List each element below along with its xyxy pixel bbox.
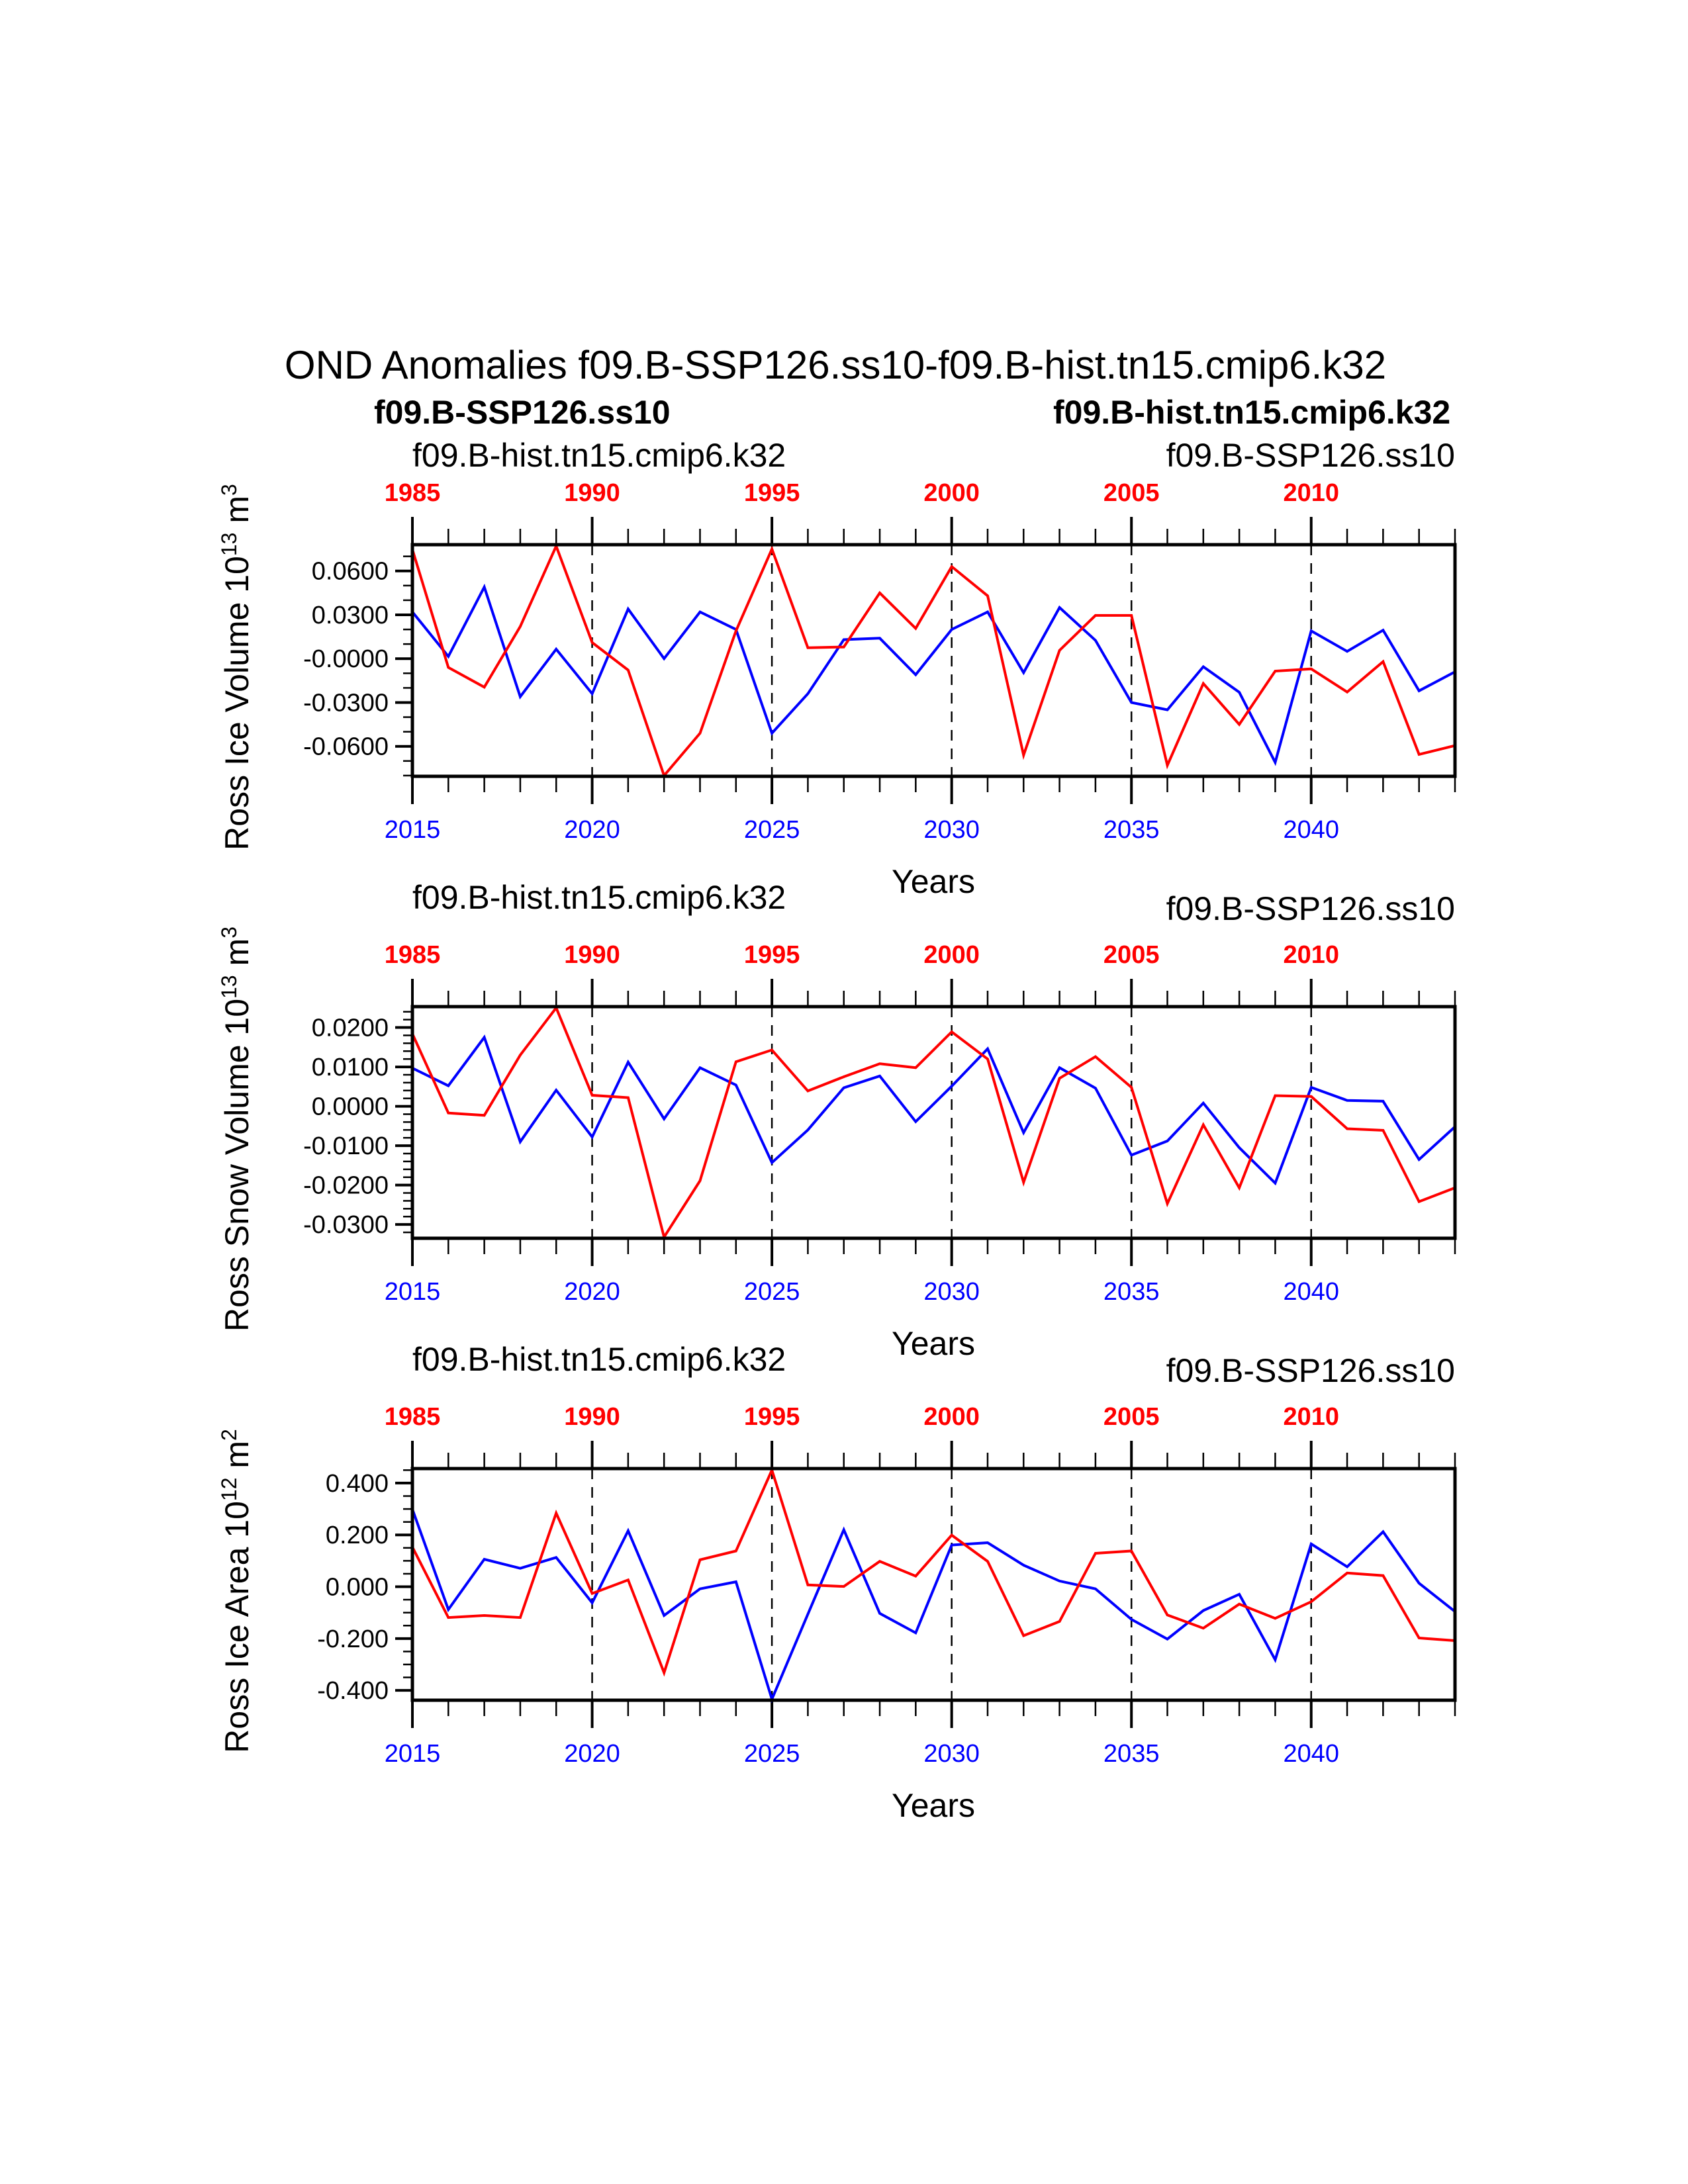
hist-series-label: f09.B-hist.tn15.cmip6.k32 xyxy=(412,1341,786,1378)
bottom-x-tick-label: 2030 xyxy=(923,1278,980,1306)
y-tick-label: 0.0300 xyxy=(312,602,389,629)
y-tick-label: -0.0300 xyxy=(303,689,389,717)
bottom-x-tick-label: 2025 xyxy=(744,816,800,844)
top-x-tick-label: 1990 xyxy=(564,1403,620,1431)
y-axis-title-part: 3 xyxy=(217,484,241,496)
top-x-tick-label: 2005 xyxy=(1103,941,1160,969)
ssp-series-label: f09.B-SSP126.ss10 xyxy=(1166,890,1455,927)
x-axis-title: Years xyxy=(892,863,975,900)
bottom-x-tick-label: 2040 xyxy=(1283,1278,1339,1306)
top-x-tick-label: 2005 xyxy=(1103,1403,1160,1431)
top-x-tick-label: 1995 xyxy=(744,1403,800,1431)
bottom-x-tick-label: 2015 xyxy=(385,816,441,844)
y-axis-title: Ross Ice Volume 1013 m3 xyxy=(217,484,256,850)
top-x-tick-label: 2000 xyxy=(923,941,980,969)
y-axis-title-part: m xyxy=(218,496,256,533)
top-x-tick-label: 1985 xyxy=(385,479,441,507)
bottom-x-tick-label: 2035 xyxy=(1103,1278,1160,1306)
y-tick-label: -0.400 xyxy=(317,1677,389,1705)
hist-series-line xyxy=(411,1005,1456,1241)
top-x-tick-label: 1985 xyxy=(385,941,441,969)
ssp-series-line xyxy=(411,583,1456,766)
bottom-x-tick-label: 2025 xyxy=(744,1278,800,1306)
y-tick-label: 0.000 xyxy=(326,1574,389,1602)
top-x-tick-label: 2010 xyxy=(1283,941,1339,969)
x-axis-title: Years xyxy=(892,1325,975,1362)
top-x-tick-label: 1995 xyxy=(744,941,800,969)
bottom-x-tick-label: 2030 xyxy=(923,816,980,844)
x-axis-title: Years xyxy=(892,1787,975,1824)
ssp-series-label: f09.B-SSP126.ss10 xyxy=(1166,437,1455,474)
hist-bold-label: f09.B-hist.tn15.cmip6.k32 xyxy=(1053,394,1450,431)
panel-1: 0.0600 0.0300 -0.0000 -0.0300 -0.0600 2015 202… xyxy=(217,394,1457,900)
bottom-x-tick-label: 2030 xyxy=(923,1740,980,1768)
top-x-tick-label: 1990 xyxy=(564,941,620,969)
plot-frame xyxy=(410,543,1457,778)
plot-frame xyxy=(410,1005,1457,1240)
top-x-tick-label: 1990 xyxy=(564,479,620,507)
y-tick-label: -0.0300 xyxy=(303,1211,389,1239)
bottom-x-tick-label: 2035 xyxy=(1103,1740,1160,1768)
hist-series-line xyxy=(411,542,1456,778)
panels: 0.0600 0.0300 -0.0000 -0.0300 -0.0600 2015 202… xyxy=(217,394,1457,1824)
bottom-x-tick-label: 2040 xyxy=(1283,816,1339,844)
panel-2: 0.0200 0.0100 0.0000 -0.0100 -0.0200 -0.0300 2… xyxy=(217,879,1457,1362)
y-tick-label: -0.0200 xyxy=(303,1172,389,1200)
figure-title: OND Anomalies f09.B-SSP126.ss10-f09.B-hi… xyxy=(285,343,1386,387)
top-x-tick-label: 2000 xyxy=(923,1403,980,1431)
bottom-x-tick-label: 2035 xyxy=(1103,816,1160,844)
y-axis-title: Ross Snow Volume 1013 m3 xyxy=(217,927,256,1332)
y-tick-label: 0.400 xyxy=(326,1470,389,1498)
bottom-x-tick-label: 2020 xyxy=(564,1740,620,1768)
y-tick-label: -0.0000 xyxy=(303,645,389,673)
top-x-tick-label: 2000 xyxy=(923,479,980,507)
y-axis-title-part: 13 xyxy=(217,533,241,557)
y-tick-label: 0.200 xyxy=(326,1522,389,1549)
y-axis-title-part: 13 xyxy=(217,975,241,999)
y-axis-title-part: 2 xyxy=(217,1429,241,1441)
y-axis-title-part: Ross Snow Volume 10 xyxy=(218,999,256,1332)
hist-series-line xyxy=(411,1466,1456,1677)
y-tick-label: -0.200 xyxy=(317,1625,389,1653)
top-x-tick-label: 1985 xyxy=(385,1403,441,1431)
ssp-series-line xyxy=(411,1508,1456,1704)
y-axis-title-part: m xyxy=(218,1441,256,1478)
panel-3: 0.400 0.200 0.000 -0.200 -0.400 2015 2020 2025 2… xyxy=(217,1341,1457,1824)
ssp-series-label: f09.B-SSP126.ss10 xyxy=(1166,1352,1455,1389)
y-axis-title-part: Ross Ice Area 10 xyxy=(218,1501,256,1753)
bottom-x-tick-label: 2020 xyxy=(564,816,620,844)
plot-frame xyxy=(410,1467,1457,1702)
top-x-tick-label: 2005 xyxy=(1103,479,1160,507)
bottom-x-tick-label: 2015 xyxy=(385,1278,441,1306)
y-axis-title-part: m xyxy=(218,938,256,976)
bottom-x-tick-label: 2020 xyxy=(564,1278,620,1306)
hist-series-label: f09.B-hist.tn15.cmip6.k32 xyxy=(412,879,786,916)
bottom-x-tick-label: 2040 xyxy=(1283,1740,1339,1768)
y-axis-title-part: 12 xyxy=(217,1477,241,1501)
y-axis-title: Ross Ice Area 1012 m2 xyxy=(217,1429,256,1753)
y-tick-label: 0.0200 xyxy=(312,1015,389,1042)
y-axis-title-part: 3 xyxy=(217,927,241,938)
y-tick-label: 0.0000 xyxy=(312,1093,389,1121)
ssp-series-line xyxy=(412,1034,1456,1186)
y-tick-label: 0.0100 xyxy=(312,1054,389,1081)
y-tick-label: -0.0600 xyxy=(303,733,389,761)
bottom-x-tick-label: 2025 xyxy=(744,1740,800,1768)
top-x-tick-label: 1995 xyxy=(744,479,800,507)
ssp-bold-label: f09.B-SSP126.ss10 xyxy=(374,394,671,431)
bottom-x-tick-label: 2015 xyxy=(385,1740,441,1768)
y-axis-title-part: Ross Ice Volume 10 xyxy=(218,556,256,850)
y-tick-label: 0.0600 xyxy=(312,558,389,586)
top-x-tick-label: 2010 xyxy=(1283,1403,1339,1431)
top-x-tick-label: 2010 xyxy=(1283,479,1339,507)
hist-series-label: f09.B-hist.tn15.cmip6.k32 xyxy=(412,437,786,474)
y-tick-label: -0.0100 xyxy=(303,1132,389,1160)
